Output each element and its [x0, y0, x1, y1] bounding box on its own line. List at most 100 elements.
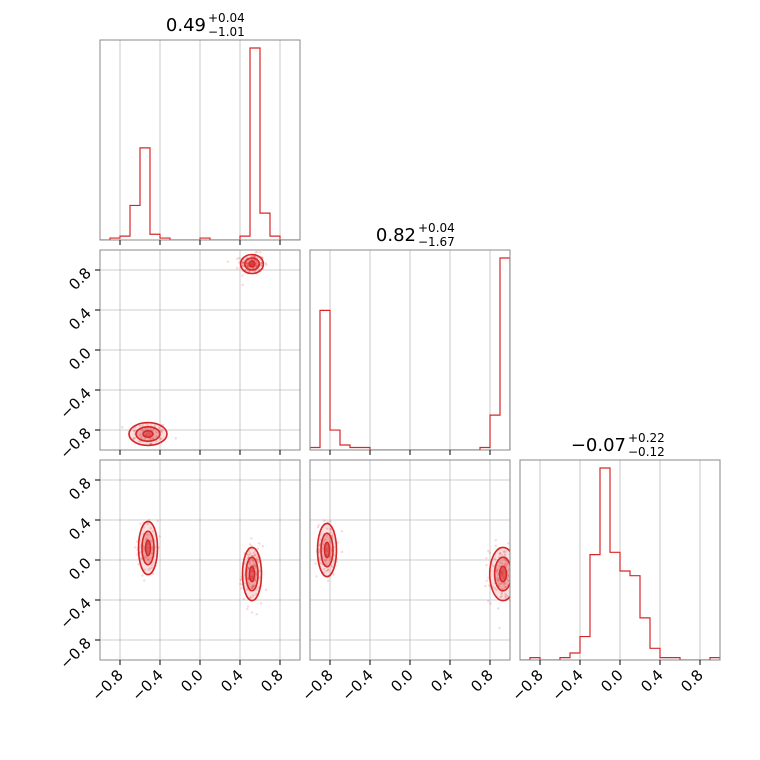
- sample-point: [329, 531, 333, 534]
- sample-point: [507, 542, 510, 545]
- x-tick-label: 0.8: [257, 666, 287, 696]
- sample-point: [500, 562, 504, 565]
- sample-point: [317, 548, 321, 551]
- sample-point: [322, 539, 325, 543]
- sample-point: [511, 615, 513, 617]
- sample-point: [248, 562, 251, 566]
- sample-point: [253, 259, 257, 262]
- sample-point: [149, 556, 152, 559]
- x-tick-label: 0.4: [427, 666, 457, 696]
- sample-point: [137, 563, 140, 566]
- title-minus-2: −0.12: [628, 445, 665, 459]
- sample-point: [522, 575, 524, 577]
- sample-point: [332, 573, 335, 576]
- sample-point: [146, 522, 150, 526]
- sample-point: [241, 261, 244, 265]
- sample-point: [241, 265, 244, 268]
- sample-point: [133, 436, 137, 440]
- sample-point: [329, 520, 332, 523]
- sample-point: [505, 594, 508, 597]
- sample-point: [252, 584, 256, 587]
- sample-point: [323, 567, 326, 571]
- sample-point: [503, 563, 506, 567]
- sample-point: [514, 566, 516, 568]
- sample-point: [500, 591, 504, 594]
- sample-point: [246, 262, 249, 265]
- sample-point: [329, 528, 332, 531]
- sample-point: [136, 540, 139, 543]
- sample-point: [241, 265, 245, 268]
- sample-point: [134, 546, 137, 549]
- sample-point: [256, 250, 259, 254]
- sample-point: [235, 257, 239, 261]
- title-value-2: −0.07: [571, 435, 626, 456]
- sample-point: [512, 575, 514, 577]
- y-tick-label: 0.0: [65, 344, 95, 374]
- sample-point: [510, 572, 512, 574]
- sample-point: [503, 553, 507, 556]
- sample-point: [250, 586, 254, 590]
- sample-point: [246, 264, 249, 267]
- sample-point: [317, 523, 320, 527]
- sample-point: [151, 572, 155, 576]
- sample-point: [253, 553, 257, 556]
- y-tick-label: 0.4: [65, 304, 95, 334]
- sample-point: [504, 585, 507, 588]
- sample-point: [140, 435, 144, 438]
- x-tick-label: 0.8: [467, 666, 497, 696]
- sample-point: [121, 425, 124, 429]
- sample-point: [331, 565, 334, 569]
- sample-point: [246, 265, 249, 268]
- sample-point: [517, 580, 519, 582]
- sample-point: [324, 558, 327, 561]
- sample-point: [500, 553, 504, 557]
- grid-1-0: [100, 250, 300, 450]
- sample-point: [314, 562, 317, 565]
- sample-point: [141, 574, 144, 577]
- sample-point: [247, 553, 250, 556]
- sample-point: [326, 568, 330, 572]
- sample-point: [493, 557, 497, 560]
- sample-point: [254, 554, 257, 557]
- contour-core: [142, 430, 154, 439]
- title-minus-1: −1.67: [418, 235, 455, 249]
- sample-point: [506, 561, 509, 565]
- sample-point: [253, 564, 257, 568]
- sample-point: [315, 575, 318, 578]
- sample-point: [324, 559, 327, 563]
- sample-point: [512, 577, 514, 579]
- title-plus-0: +0.04: [208, 11, 245, 25]
- x-tick-label: −0.4: [338, 666, 376, 704]
- contour-core: [248, 565, 256, 583]
- grid-2-1: [310, 460, 510, 660]
- sample-point: [241, 283, 244, 287]
- sample-point: [485, 579, 488, 582]
- y-tick-label: −0.8: [56, 634, 94, 672]
- sample-point: [154, 545, 157, 549]
- sample-point: [251, 586, 254, 589]
- sample-point: [485, 556, 488, 560]
- sample-point: [147, 568, 150, 571]
- sample-point: [239, 582, 242, 586]
- sample-point: [259, 602, 263, 605]
- sample-point: [254, 564, 257, 568]
- sample-point: [318, 556, 322, 560]
- sample-point: [323, 519, 326, 522]
- sample-point: [246, 262, 249, 265]
- sample-point: [487, 599, 490, 603]
- y-tick-label: 0.0: [65, 554, 95, 584]
- sample-point: [503, 550, 506, 554]
- sample-point: [261, 545, 264, 548]
- sample-point: [254, 251, 257, 254]
- sample-point: [242, 597, 246, 601]
- sample-point: [255, 262, 258, 266]
- sample-point: [250, 255, 253, 258]
- sample-point: [251, 585, 254, 588]
- sample-point: [249, 596, 252, 599]
- sample-point: [132, 437, 135, 441]
- sample-point: [498, 626, 501, 630]
- sample-point: [340, 530, 344, 533]
- sample-point: [143, 555, 146, 558]
- sample-point: [318, 543, 321, 547]
- sample-point: [152, 561, 155, 564]
